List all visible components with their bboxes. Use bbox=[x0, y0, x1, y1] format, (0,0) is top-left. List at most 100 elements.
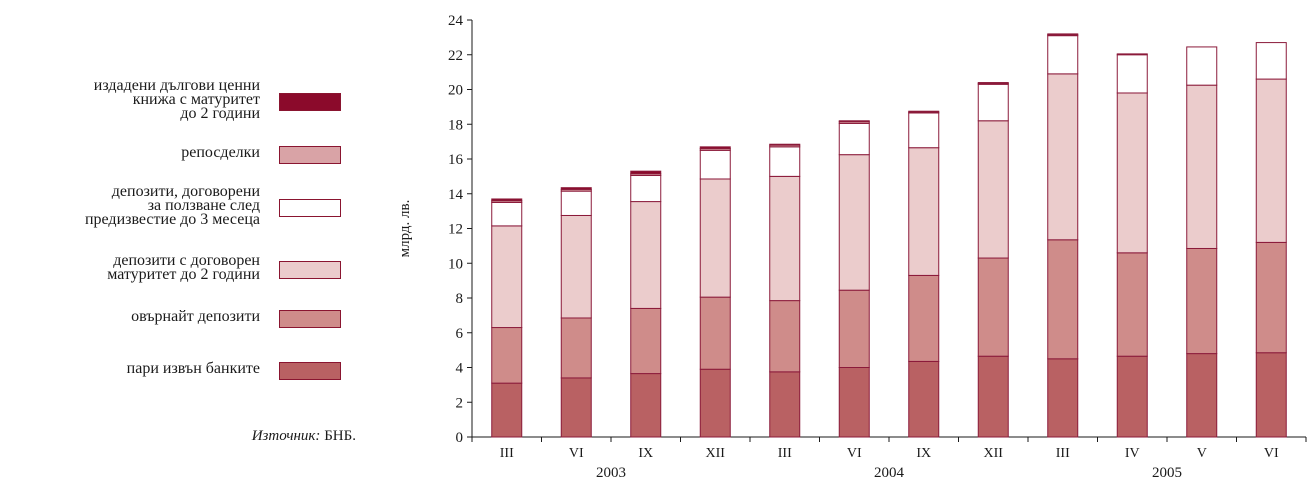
bar-segment bbox=[908, 360, 940, 438]
bar-segment bbox=[1186, 247, 1218, 355]
x-tick-label: IV bbox=[1125, 446, 1140, 461]
bar-segment bbox=[1047, 33, 1079, 36]
y-tick-label: 0 bbox=[456, 430, 464, 446]
x-tick-label: V bbox=[1197, 446, 1207, 461]
legend-label: пари извън банките bbox=[126, 360, 260, 377]
bar-segment bbox=[491, 201, 523, 227]
x-tick-label: VI bbox=[569, 446, 584, 461]
bar-segment bbox=[838, 120, 870, 123]
bar-segment bbox=[1047, 239, 1079, 360]
bar-segment bbox=[1116, 54, 1148, 94]
bar-segment bbox=[1116, 53, 1148, 56]
bar-segment bbox=[977, 120, 1009, 259]
bar-segment bbox=[560, 187, 592, 190]
bar-segment bbox=[1186, 84, 1218, 249]
legend-label: депозити с договорен матуритет до 2 годи… bbox=[107, 252, 260, 283]
bar-segment bbox=[1186, 353, 1218, 438]
bar-segment bbox=[838, 122, 870, 156]
x-tick-label: XII bbox=[984, 446, 1004, 461]
bar-segment bbox=[1116, 92, 1148, 254]
bar-segment bbox=[491, 382, 523, 438]
y-tick-label: 10 bbox=[448, 256, 463, 272]
x-tick-label: III bbox=[1056, 446, 1070, 461]
bar-segment bbox=[699, 146, 731, 150]
bar-segment bbox=[977, 82, 1009, 84]
y-tick-label: 6 bbox=[456, 326, 464, 342]
bar-segment bbox=[630, 175, 662, 203]
legend-label: издадени дългови ценни книжа с матуритет… bbox=[93, 77, 260, 122]
bar-segment bbox=[977, 83, 1009, 122]
legend-label: овърнайт депозити bbox=[131, 308, 260, 325]
legend-swatch bbox=[279, 310, 341, 328]
bar-segment bbox=[908, 110, 940, 113]
x-tick-label: III bbox=[778, 446, 792, 461]
y-tick-label: 8 bbox=[456, 291, 464, 307]
bar-segment bbox=[908, 147, 940, 276]
x-tick-label: IX bbox=[638, 446, 653, 461]
y-tick-label: 2 bbox=[456, 395, 464, 411]
bar-segment bbox=[838, 289, 870, 368]
y-tick-label: 22 bbox=[448, 48, 463, 64]
legend-swatch bbox=[279, 93, 341, 111]
legend-swatch bbox=[279, 199, 341, 217]
chart-legend: издадени дългови ценни книжа с матуритет… bbox=[0, 0, 350, 481]
y-axis-label: млрд. лв. bbox=[397, 200, 413, 258]
y-tick-label: 24 bbox=[448, 13, 464, 29]
bar-segment bbox=[977, 257, 1009, 357]
bar-segment bbox=[1116, 252, 1148, 357]
legend-swatch bbox=[279, 261, 341, 279]
legend-swatch bbox=[279, 362, 341, 380]
y-tick-label: 20 bbox=[448, 83, 463, 99]
bar-segment bbox=[1255, 241, 1287, 354]
bar-segment bbox=[630, 307, 662, 375]
bar-segment bbox=[630, 170, 662, 175]
bar-segment bbox=[1047, 35, 1079, 75]
bar-segment bbox=[699, 368, 731, 438]
bar-segment bbox=[769, 175, 801, 302]
legend-label: депозити, договорени за ползване след пр… bbox=[84, 183, 260, 228]
legend-label: репосделки bbox=[181, 144, 260, 161]
bar-segment bbox=[491, 198, 523, 202]
x-tick-label: IX bbox=[916, 446, 931, 461]
bar-segment bbox=[769, 371, 801, 438]
source-prefix: Източник: bbox=[251, 428, 321, 444]
x-tick-label: VI bbox=[1264, 446, 1279, 461]
bar-segment bbox=[908, 274, 940, 362]
bar-segment bbox=[560, 190, 592, 216]
source-note: Източник: БНБ. bbox=[252, 428, 356, 445]
bar-segment bbox=[838, 367, 870, 438]
x-group-label: 2003 bbox=[596, 465, 626, 481]
x-tick-label: VI bbox=[847, 446, 862, 461]
bar-segment bbox=[977, 355, 1009, 438]
bar-segment bbox=[699, 178, 731, 298]
x-group-label: 2005 bbox=[1152, 465, 1182, 481]
bar-segment bbox=[908, 112, 940, 149]
y-tick-label: 16 bbox=[448, 152, 464, 168]
bar-segment bbox=[1186, 46, 1218, 86]
bar-segment bbox=[630, 201, 662, 309]
y-tick-label: 12 bbox=[448, 222, 463, 238]
bar-segment bbox=[491, 225, 523, 329]
bar-segment bbox=[560, 377, 592, 438]
bar-segment bbox=[560, 214, 592, 319]
y-tick-label: 18 bbox=[448, 117, 463, 133]
source-text: БНБ. bbox=[320, 428, 356, 444]
bar-segment bbox=[630, 373, 662, 438]
bar-segment bbox=[769, 300, 801, 373]
bar-segment bbox=[769, 143, 801, 146]
bar-segment bbox=[1047, 73, 1079, 241]
bar-segment bbox=[1116, 355, 1148, 438]
bar-segment bbox=[838, 154, 870, 291]
bar-segment bbox=[699, 296, 731, 370]
bar-segment bbox=[769, 146, 801, 177]
bar-segment bbox=[1255, 42, 1287, 80]
x-tick-label: XII bbox=[706, 446, 726, 461]
y-tick-label: 14 bbox=[448, 187, 464, 203]
x-tick-label: III bbox=[500, 446, 514, 461]
bar-segment bbox=[491, 327, 523, 384]
legend-swatch bbox=[279, 146, 341, 164]
bar-segment bbox=[1255, 78, 1287, 243]
bar-segment bbox=[1255, 352, 1287, 438]
y-tick-label: 4 bbox=[456, 361, 464, 377]
